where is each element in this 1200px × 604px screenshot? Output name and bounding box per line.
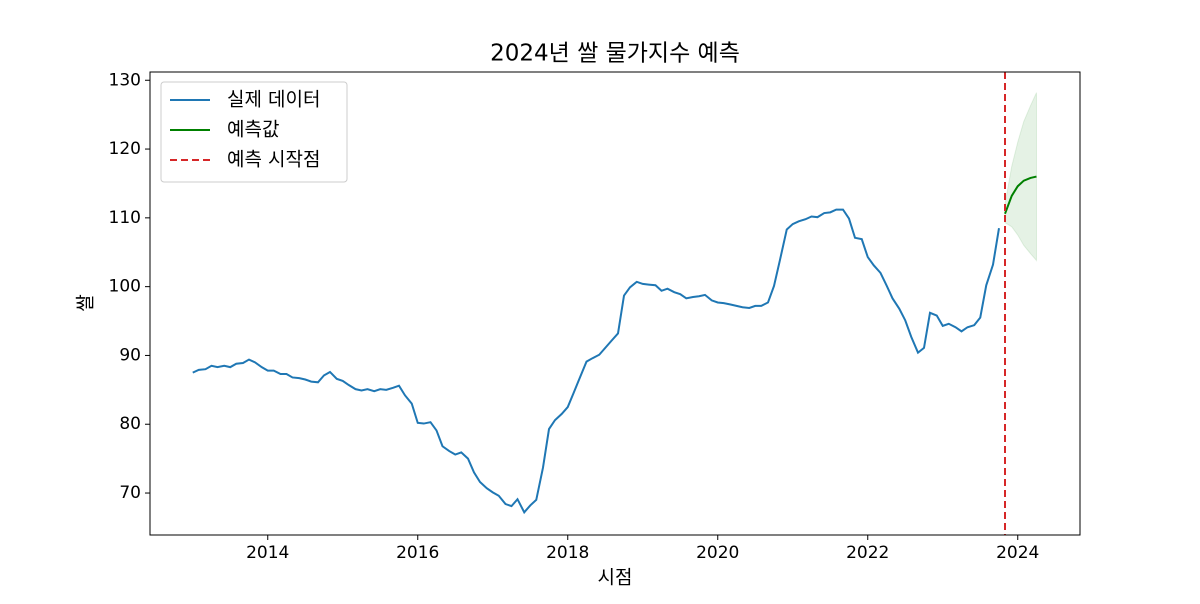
x-tick-label: 2024 [996,543,1039,563]
legend-label: 예측값 [227,119,279,141]
data-line [192,208,1000,515]
y-tick-label: 130 [109,70,141,90]
confidence-band [1004,92,1037,262]
x-tick-label: 2014 [246,543,289,563]
y-tick-label: 110 [109,208,141,228]
data-line [1004,175,1037,215]
x-tick-label: 2022 [846,543,889,563]
x-tick-label: 2018 [546,543,589,563]
x-tick-label: 2020 [696,543,739,563]
legend-box [160,81,348,183]
y-tick-label: 80 [119,414,141,434]
y-tick-label: 70 [119,483,141,503]
legend-label: 예측 시작점 [227,149,320,171]
legend-label: 실제 데이터 [227,89,320,111]
chart-title: 2024년 쌀 물가지수 예측 [490,41,740,67]
plot-frame [149,71,1081,536]
x-tick-label: 2016 [396,543,439,563]
y-tick-label: 90 [119,345,141,365]
x-axis-label: 시점 [598,567,633,589]
y-tick-label: 100 [109,277,141,297]
y-tick-label: 120 [109,139,141,159]
y-axis-label: 쌀 [75,294,97,311]
